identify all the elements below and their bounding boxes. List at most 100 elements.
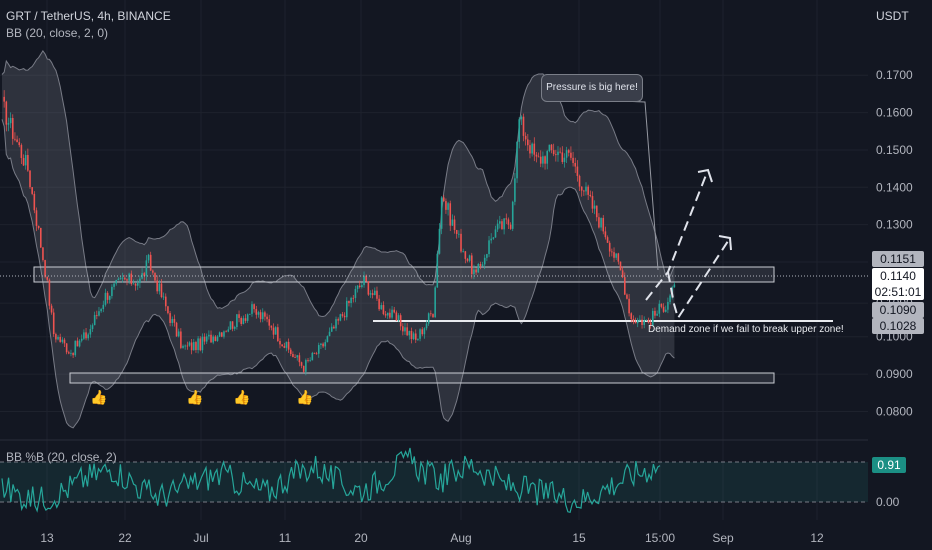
- alt-projection-arrow: [667, 237, 731, 321]
- candle-body: [552, 150, 555, 155]
- candle-body: [50, 305, 53, 313]
- candle-body: [393, 309, 396, 313]
- candle-body: [184, 345, 186, 347]
- candle-body: [410, 330, 413, 340]
- candle-body: [488, 240, 490, 255]
- candle-body: [121, 277, 124, 279]
- candle-body: [374, 290, 376, 295]
- candle-body: [42, 247, 44, 261]
- candle-body: [641, 319, 643, 325]
- candle-body: [130, 273, 133, 285]
- candle-body: [492, 237, 495, 239]
- candle-body: [31, 187, 33, 194]
- candle-body: [119, 277, 122, 279]
- candle-body: [660, 303, 663, 307]
- candle-body: [328, 331, 331, 337]
- candle-body: [449, 203, 452, 226]
- candle-body: [382, 305, 385, 315]
- candle-body: [141, 273, 143, 279]
- grid: [0, 0, 868, 520]
- candle-body: [430, 313, 432, 315]
- candle-body: [598, 217, 600, 228]
- candle-body: [580, 186, 583, 191]
- time-tick-label: 20: [354, 531, 368, 545]
- candle-body: [436, 253, 439, 288]
- candle-body: [341, 314, 344, 316]
- candle-body: [529, 145, 531, 154]
- candle-body: [369, 293, 372, 295]
- resistance-zone: [33, 266, 775, 283]
- candle-body: [104, 292, 107, 305]
- candle-body: [397, 315, 400, 321]
- candle-body: [164, 296, 167, 307]
- candle-body: [395, 312, 398, 321]
- candle-body: [225, 331, 227, 333]
- candle-body: [421, 329, 424, 335]
- candle-body: [44, 260, 46, 277]
- candle-body: [199, 338, 202, 351]
- candle-body: [91, 325, 94, 330]
- candle-body: [559, 151, 561, 153]
- candle-body: [173, 318, 176, 323]
- time-tick-label: 11: [279, 531, 292, 545]
- candle-body: [376, 290, 378, 299]
- candle-body: [212, 336, 214, 343]
- candle-body: [533, 143, 536, 155]
- candle-body: [188, 342, 191, 346]
- candle-body: [300, 362, 303, 366]
- band-lower: [1, 119, 675, 429]
- candle-body: [673, 284, 676, 288]
- candle-body: [667, 301, 669, 310]
- candle-body: [628, 298, 630, 314]
- price-tick-label: 0.1600: [876, 106, 913, 120]
- candle-body: [305, 360, 307, 372]
- candle-body: [158, 283, 161, 292]
- candle-body: [78, 340, 81, 347]
- candle-body: [593, 205, 596, 209]
- candle-body: [468, 255, 471, 261]
- candle-body: [669, 295, 671, 302]
- candle-body: [589, 194, 592, 197]
- candle-body: [223, 331, 225, 337]
- candle-body: [292, 353, 294, 358]
- candle-body: [326, 336, 329, 343]
- countdown-value: 02:51:01: [874, 285, 922, 299]
- candle-body: [572, 157, 574, 163]
- candle-body: [522, 116, 525, 136]
- candle-body: [483, 257, 486, 265]
- candles: [3, 90, 676, 376]
- candle-body: [380, 305, 383, 310]
- currency-label: USDT: [876, 9, 909, 23]
- candle-body: [76, 340, 79, 347]
- candle-body: [595, 205, 598, 218]
- candle-body: [636, 319, 639, 324]
- candle-body: [358, 285, 361, 288]
- percent-b-label: BB %B (20, close, 2): [6, 450, 117, 464]
- candle-body: [649, 322, 652, 326]
- candle-body: [615, 253, 617, 258]
- candle-body: [414, 333, 417, 340]
- candle-body: [257, 312, 260, 315]
- candle-body: [216, 336, 219, 341]
- candle-body: [117, 278, 120, 281]
- candle-body: [128, 273, 130, 281]
- candle-body: [481, 264, 484, 266]
- candle-body: [445, 201, 447, 210]
- thumbs-up-icon: 👍: [90, 389, 108, 405]
- candle-body: [335, 319, 337, 329]
- candle-body: [242, 318, 245, 324]
- candle-body: [124, 277, 126, 280]
- candle-body: [233, 327, 236, 329]
- candle-body: [455, 229, 458, 234]
- candle-body: [499, 221, 501, 224]
- candle-body: [287, 341, 290, 350]
- price-tick-label: 0.0900: [876, 367, 913, 381]
- thumbs-up-icon: 👍: [186, 389, 204, 405]
- candle-body: [378, 298, 380, 310]
- last-price-badge: 0.1140 02:51:01: [872, 268, 924, 300]
- candle-body: [518, 119, 520, 142]
- candle-body: [623, 277, 626, 295]
- candle-body: [464, 251, 467, 259]
- candle-body: [65, 343, 68, 353]
